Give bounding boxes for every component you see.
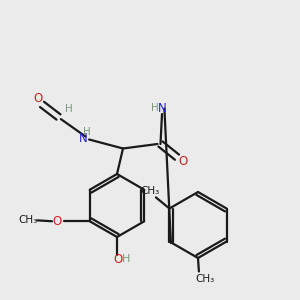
Text: CH₃: CH₃ bbox=[19, 215, 38, 225]
Text: H: H bbox=[83, 127, 91, 137]
Text: H: H bbox=[122, 254, 130, 265]
Text: O: O bbox=[53, 215, 62, 228]
Text: CH₃: CH₃ bbox=[140, 186, 160, 197]
Text: O: O bbox=[114, 253, 123, 266]
Text: H: H bbox=[151, 103, 158, 113]
Text: N: N bbox=[158, 101, 166, 115]
Text: CH₃: CH₃ bbox=[195, 274, 214, 284]
Text: N: N bbox=[79, 132, 88, 145]
Text: O: O bbox=[178, 154, 188, 168]
Text: H: H bbox=[65, 104, 73, 115]
Text: O: O bbox=[33, 92, 42, 106]
